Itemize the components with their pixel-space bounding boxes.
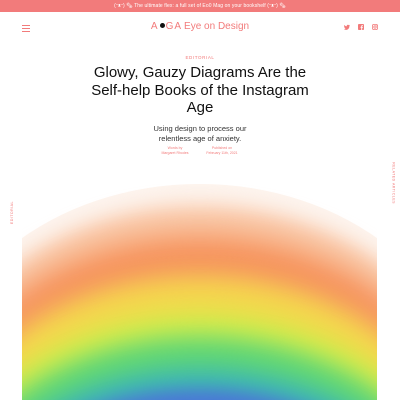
site-logo[interactable]: A GA Eye on Design (0, 20, 400, 34)
published-label: Published on (211, 146, 233, 150)
related-articles-link[interactable]: Related Articles (392, 162, 396, 204)
logo-eye-on-design: Eye on Design (184, 21, 250, 32)
social-links (344, 24, 378, 30)
words-by-label: Words by (167, 146, 183, 150)
article-category[interactable]: Editorial (185, 55, 215, 60)
byline-date-block: Published on February 11th, 2021 (192, 146, 252, 156)
twitter-icon[interactable] (344, 24, 350, 30)
side-category-label[interactable]: Editorial (10, 201, 14, 224)
hero-image (22, 184, 377, 400)
article-dek: Using design to process our relentless a… (153, 124, 247, 143)
promo-banner[interactable]: (ᵔᴥᵔ) 🗞 The ultimate flex: a full set of… (0, 0, 400, 12)
hero-glow-band (22, 389, 377, 400)
facebook-icon[interactable] (358, 24, 364, 30)
site-header: A GA Eye on Design (0, 12, 400, 44)
author-link[interactable]: Margaret Rhodes (161, 151, 189, 155)
instagram-icon[interactable] (372, 24, 378, 30)
article-headline: Glowy, Gauzy Diagrams Are the Self-help … (91, 64, 309, 116)
logo-aiga: A GA (150, 21, 183, 32)
menu-icon[interactable] (22, 25, 30, 32)
byline-author-block: Words by Margaret Rhodes (145, 146, 205, 156)
logo-dot (159, 23, 165, 29)
publish-date: February 11th, 2021 (206, 151, 238, 155)
promo-text[interactable]: (ᵔᴥᵔ) 🗞 The ultimate flex: a full set of… (114, 3, 286, 9)
